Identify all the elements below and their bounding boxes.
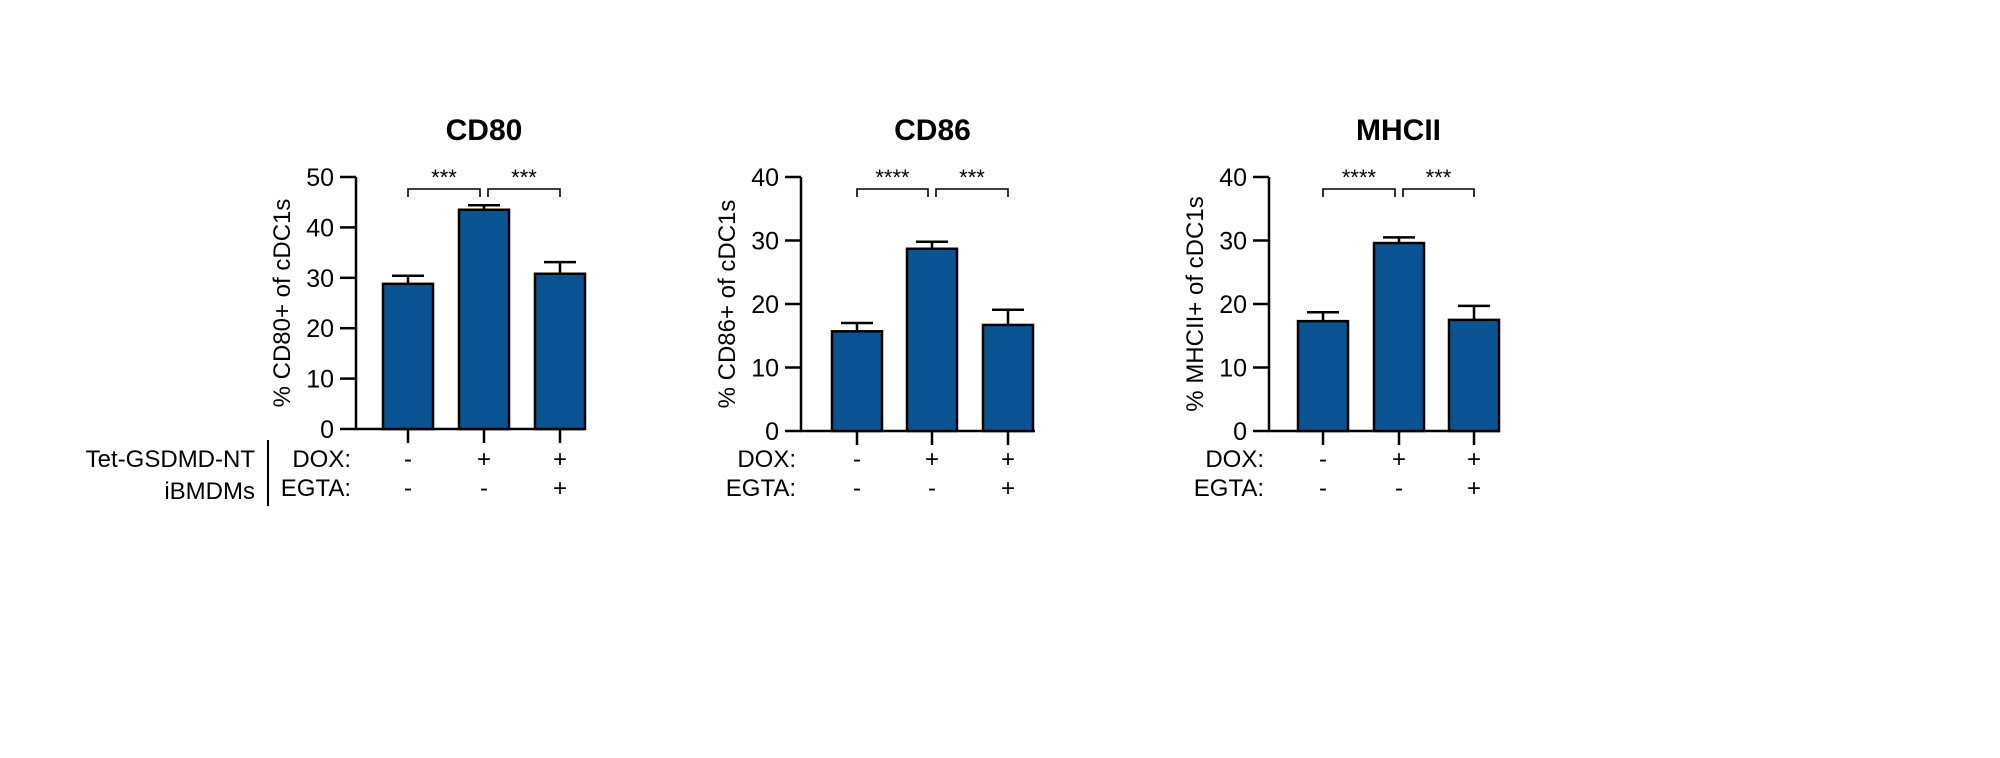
egta-value: + [553,475,567,502]
egta-value: - [853,475,861,502]
significance-bracket [1322,188,1396,197]
y-tick-label: 0 [1233,418,1247,446]
significance-bracket [487,188,561,197]
y-tick-label: 0 [320,416,334,444]
chart-title: MHCII [1356,114,1441,147]
bar [1447,318,1501,433]
bar [381,282,435,431]
bar [1296,319,1350,433]
egta-label: EGTA: [281,475,351,502]
dox-label: DOX: [292,446,351,473]
bar [830,330,884,433]
chart-title: CD80 [446,114,523,147]
y-tick-label: 30 [306,265,334,293]
y-tick-label: 20 [751,291,779,319]
significance-label: **** [1342,165,1377,190]
dox-value: - [1319,446,1327,473]
y-tick-label: 50 [306,164,334,192]
significance-bracket [856,188,929,197]
chart-title: CD86 [894,114,971,147]
bar [981,323,1035,433]
significance-label: *** [1426,165,1452,190]
y-tick-label: 30 [1219,228,1247,256]
dox-value: - [404,446,412,473]
panel-cd80: CD80% CD80+ of cDC1s01020304050--+-++DOX… [269,114,587,502]
dox-value: + [477,446,491,473]
bar [457,208,511,431]
significance-label: **** [875,165,910,190]
y-tick-label: 20 [306,315,334,343]
dox-value: + [1467,446,1481,473]
significance-bracket [935,188,1009,197]
egta-value: - [1395,475,1403,502]
bar [533,272,587,431]
significance-label: *** [959,165,985,190]
y-tick-label: 40 [306,214,334,242]
y-tick-label: 10 [1219,355,1247,383]
egta-label: EGTA: [1194,475,1264,502]
bar [1372,241,1426,433]
egta-value: - [1319,475,1327,502]
egta-value: + [1001,475,1015,502]
dox-value: + [925,446,939,473]
egta-value: - [928,475,936,502]
egta-label: EGTA: [726,475,796,502]
y-axis-label: % MHCII+ of cDC1s [1182,196,1209,411]
panel-mhcii: MHCII% MHCII+ of cDC1s010203040--+-++DOX… [1182,114,1501,502]
significance-bracket [407,188,481,197]
y-tick-label: 30 [751,228,779,256]
y-tick-label: 20 [1219,291,1247,319]
y-tick-label: 40 [1219,164,1247,192]
significance-label: *** [511,165,537,190]
cell-type-label: iBMDMs [164,478,255,505]
y-tick-label: 10 [751,355,779,383]
y-tick-label: 10 [306,366,334,394]
egta-value: - [480,475,488,502]
egta-value: - [404,475,412,502]
y-axis-label: % CD80+ of cDC1s [269,199,296,408]
egta-value: + [1467,475,1481,502]
bar [905,247,959,433]
dox-value: + [1001,446,1015,473]
dox-label: DOX: [1205,446,1264,473]
panel-cd86: CD86% CD86+ of cDC1s010203040--+-++DOX:E… [714,114,1035,502]
dox-label: DOX: [737,446,796,473]
significance-bracket [1402,188,1475,197]
dox-value: + [1392,446,1406,473]
y-tick-label: 40 [751,164,779,192]
dox-value: + [553,446,567,473]
cell-line-label: Tet-GSDMD-NT [86,446,256,473]
dox-value: - [853,446,861,473]
y-axis-label: % CD86+ of cDC1s [714,200,741,409]
y-tick-label: 0 [765,418,779,446]
significance-label: *** [431,165,457,190]
